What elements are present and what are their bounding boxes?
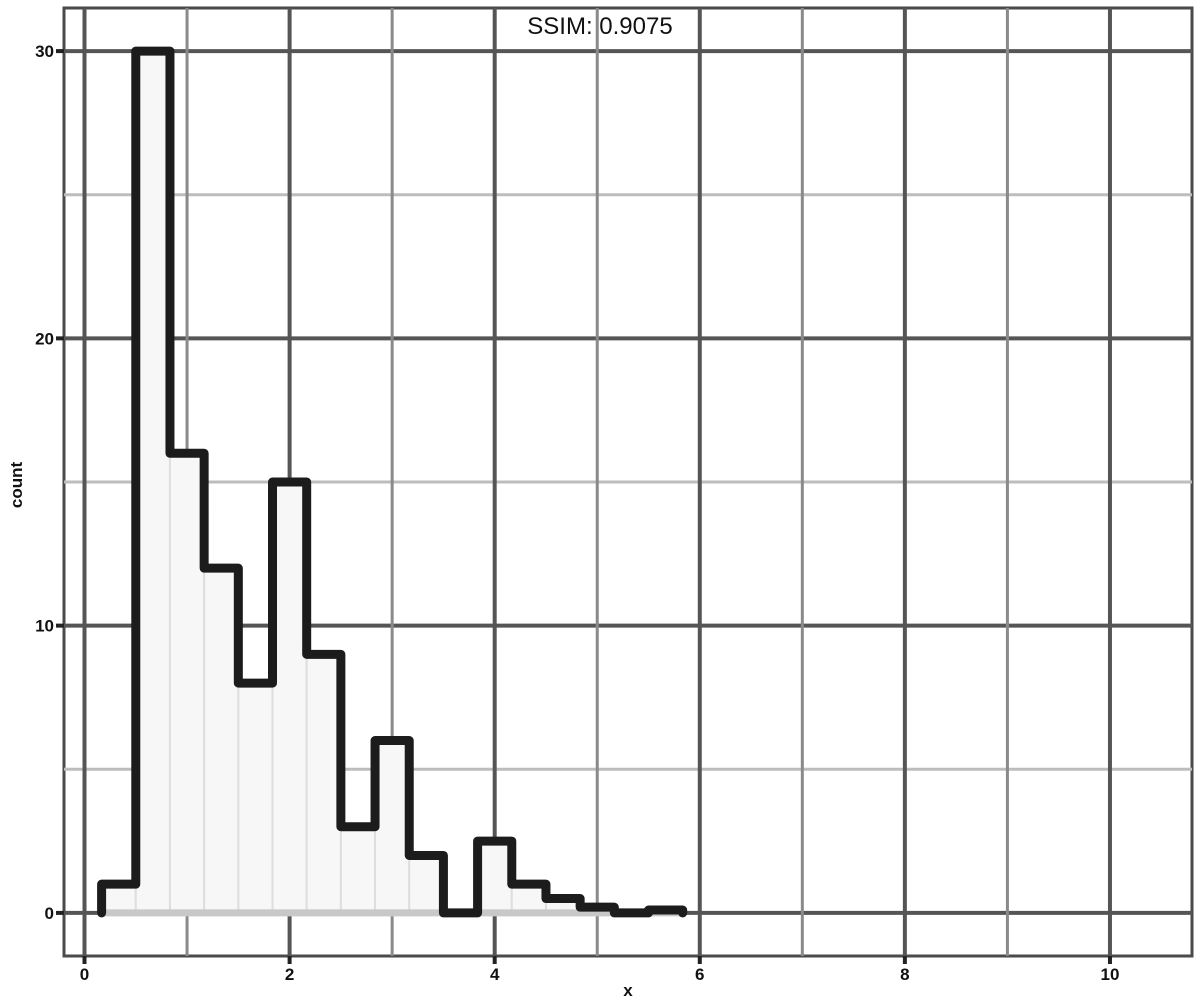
histogram-bar: [271, 481, 308, 914]
histogram-bar: [305, 653, 342, 914]
y-tick-label: 0: [45, 904, 54, 923]
histogram-bar: [339, 825, 377, 914]
ticks-layer: 0 2 4 6 8 10 0 10 20 30: [35, 42, 1119, 984]
histogram-bar: [237, 682, 274, 914]
x-tick-label: 6: [695, 965, 704, 984]
histogram-bar: [168, 452, 206, 914]
x-tick-label: 4: [490, 965, 500, 984]
histogram-bar: [476, 840, 513, 914]
histogram-bar: [408, 854, 445, 914]
x-axis-label: x: [623, 981, 633, 1000]
y-tick-label: 20: [35, 329, 54, 348]
histogram-bar: [134, 50, 171, 914]
x-tick-label: 10: [1101, 965, 1120, 984]
chart-title: SSIM: 0.9075: [527, 13, 672, 40]
x-tick-label: 0: [80, 965, 89, 984]
x-tick-label: 8: [900, 965, 909, 984]
y-tick-label: 10: [35, 617, 54, 636]
histogram-outline: [97, 46, 688, 918]
histogram-bar: [374, 739, 411, 914]
histogram-bar: [203, 567, 240, 914]
outline-layer: [97, 46, 688, 918]
y-tick-label: 30: [35, 42, 54, 61]
x-tick-label: 2: [285, 965, 294, 984]
y-axis-label: count: [7, 462, 26, 509]
